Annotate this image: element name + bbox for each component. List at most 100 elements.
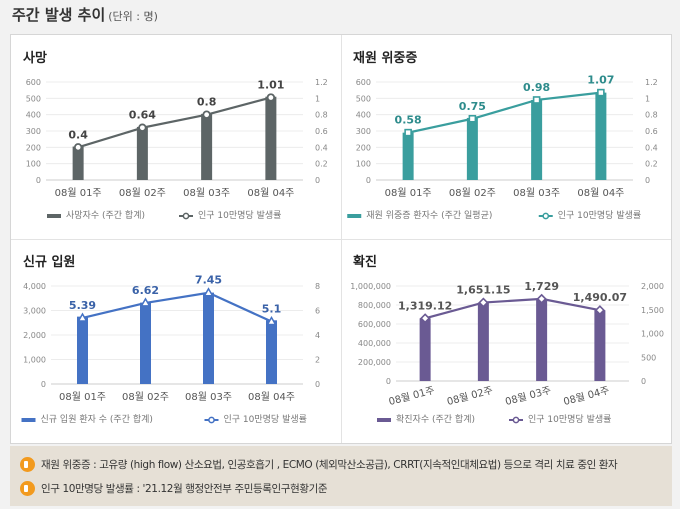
legend-bar-swatch (47, 214, 61, 218)
x-tick-label: 08월 02주 (449, 187, 496, 199)
x-tick-label: 08월 02주 (446, 384, 495, 408)
chart-panel-critical: 0 100 200 300 400 500 600 0 0.2 0.4 0.6 0.8 1 1.2 0.58… (341, 35, 671, 240)
bar (77, 316, 88, 384)
y2-tick-label: 0 (645, 176, 650, 185)
legend-label: 인구 10만명당 발생률 (528, 414, 611, 425)
chart-deaths: 0 100 200 300 400 500 600 0 0.2 0.4 0.6 0.8 1 1.2 0.4 0… (26, 78, 328, 221)
charts-board: 0 100 200 300 400 500 600 0 0.2 0.4 0.6 0.8 1 1.2 0.4 0… (10, 34, 672, 444)
bar (201, 113, 213, 180)
series-line (77, 96, 272, 149)
y-tick-label: 3,000 (23, 307, 46, 316)
chart-panel-confirmed: 0 200,000 400,000 600,000 800,000 1,000,000 0 5… (341, 239, 671, 443)
bar (136, 126, 148, 180)
y2-tick-label: 1 (645, 94, 650, 103)
chart-title: 재원 위중증 (353, 51, 418, 66)
chart-title: 사망 (23, 51, 47, 66)
data-label: 7.45 (195, 274, 222, 287)
x-tick-label: 08월 04주 (248, 391, 295, 403)
bar (266, 320, 277, 384)
y2-tick-label: 0.6 (315, 127, 328, 136)
legend-marker-icon (542, 212, 550, 220)
title-text: 주간 발생 추이 (12, 6, 106, 24)
legend-label: 확진자수 (주간 합계) (396, 413, 475, 425)
legend-marker-icon (182, 212, 190, 220)
y-tick-label: 600 (356, 78, 371, 87)
bar (536, 298, 548, 381)
data-label: 1,651.15 (456, 284, 510, 297)
series-line (424, 297, 601, 320)
x-tick-label: 08월 02주 (122, 391, 169, 403)
y-tick-label: 100 (356, 160, 371, 169)
y2-tick-label: 0 (641, 377, 646, 386)
data-label: 1.01 (257, 79, 284, 92)
y-tick-label: 1,000 (23, 356, 46, 365)
line-point (468, 114, 477, 123)
y2-tick-label: 0.2 (315, 160, 328, 169)
data-label: 1.07 (587, 74, 614, 87)
y-tick-label: 800,000 (358, 301, 391, 310)
chart-panel-deaths: 0 100 200 300 400 500 600 0 0.2 0.4 0.6 0.8 1 1.2 0.4 0… (11, 35, 342, 240)
chart-critical: 0 100 200 300 400 500 600 0 0.2 0.4 0.6 0.8 1 1.2 0.58… (347, 74, 658, 221)
y2-tick-label: 0.8 (315, 111, 328, 120)
line-point (77, 312, 88, 322)
bar (140, 302, 151, 384)
bar (477, 302, 489, 381)
bar (203, 292, 214, 384)
unit-label: (단위 : 명) (108, 10, 158, 23)
x-tick-label: 08월 04주 (577, 187, 624, 199)
bar (595, 92, 607, 180)
bar (265, 96, 277, 180)
x-tick-label: 08월 02주 (119, 187, 166, 199)
data-label: 0.98 (523, 81, 550, 94)
note-item: 재원 위중증 : 고유량 (high flow) 산소요법, 인공호흡기 , E… (20, 452, 662, 476)
chart-title: 신규 입원 (23, 255, 76, 270)
y2-tick-label: 4 (315, 331, 320, 340)
y-tick-label: 500 (26, 94, 41, 103)
data-label: 1,490.07 (573, 291, 627, 304)
note-text: 인구 10만명당 발생률 : '21.12월 행정안전부 주민등록인구현황기준 (41, 482, 328, 495)
speaker-icon (20, 480, 35, 496)
legend-marker-icon (512, 416, 520, 424)
line-point (266, 93, 276, 102)
data-label: 1,319.12 (398, 299, 452, 312)
legend-label: 인구 10만명당 발생률 (198, 210, 281, 221)
y-tick-label: 400 (26, 111, 41, 120)
line-point (203, 287, 214, 297)
legend-bar-swatch (347, 214, 362, 218)
x-tick-label: 08월 03주 (504, 384, 553, 408)
y2-tick-label: 1.2 (645, 78, 658, 87)
data-label: 6.62 (132, 284, 159, 297)
data-label: 5.1 (262, 303, 282, 316)
bar (419, 318, 431, 381)
x-tick-label: 08월 03주 (185, 391, 232, 403)
y2-tick-label: 500 (641, 353, 656, 362)
y2-tick-label: 1 (315, 94, 320, 103)
y-tick-label: 200 (26, 143, 41, 152)
y2-tick-label: 0.2 (645, 160, 658, 169)
line-point (478, 297, 489, 308)
legend-bar-swatch (377, 418, 391, 422)
legend-bar-swatch (21, 418, 36, 422)
data-label: 1,729 (524, 280, 559, 293)
bar (466, 117, 478, 180)
y2-tick-label: 0 (315, 380, 320, 389)
x-tick-label: 08월 01주 (59, 391, 106, 403)
note-text: 재원 위중증 : 고유량 (high flow) 산소요법, 인공호흡기 , E… (41, 458, 618, 471)
bar (531, 99, 543, 180)
y-tick-label: 0 (41, 380, 46, 389)
bar (594, 310, 606, 381)
x-tick-label: 08월 01주 (385, 187, 432, 199)
series-line (82, 291, 272, 323)
y-tick-label: 0 (386, 377, 391, 386)
y2-tick-label: 0.4 (315, 143, 328, 152)
line-point (404, 128, 412, 137)
y2-tick-label: 2,000 (641, 282, 664, 291)
data-label: 0.58 (395, 114, 422, 127)
y2-tick-label: 6 (315, 307, 320, 316)
legend-label: 사망자수 (주간 합계) (66, 209, 145, 221)
x-tick-label: 08월 01주 (55, 187, 102, 199)
legend-marker-icon (208, 416, 215, 424)
x-tick-label: 08월 04주 (247, 187, 294, 199)
line-point (266, 316, 277, 326)
legend-label: 인구 10만명당 발생률 (224, 414, 307, 425)
